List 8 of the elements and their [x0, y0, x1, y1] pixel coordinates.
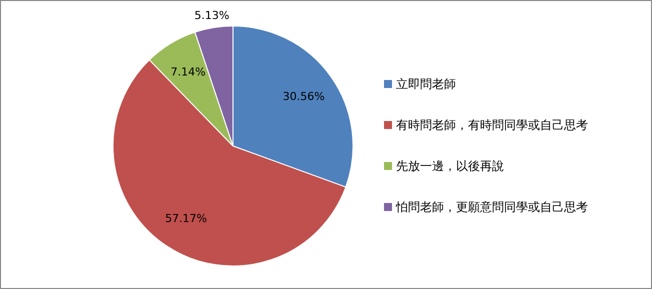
- legend-label: 怕問老師，更願意問同學或自己思考: [395, 200, 588, 214]
- data-label: 57.17%: [165, 212, 208, 226]
- legend-label: 有時問老師，有時問同學或自己思考: [396, 118, 588, 132]
- legend-label: 先放一邊，以後再說: [396, 159, 504, 173]
- legend-label: 立即問老師: [396, 77, 456, 91]
- data-label: 30.56%: [282, 90, 325, 103]
- data-label: 7.14%: [170, 66, 206, 79]
- data-label: 5.13%: [194, 9, 230, 22]
